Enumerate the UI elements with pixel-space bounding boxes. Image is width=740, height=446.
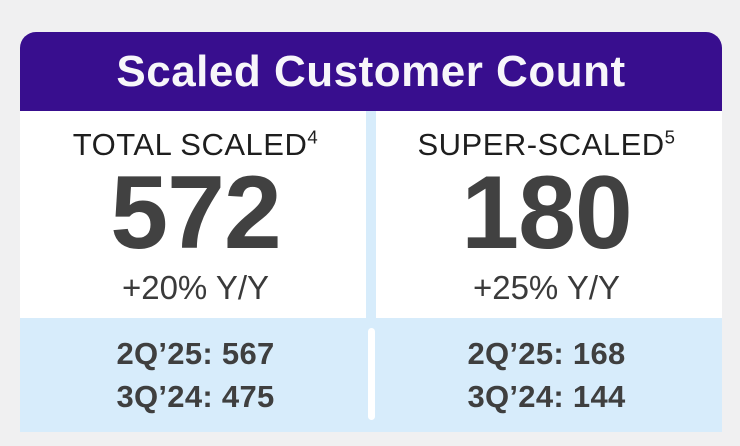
footnote-marker: 5 (664, 126, 676, 148)
metric-label-super-scaled: SUPER-SCALED5 (417, 127, 675, 163)
metric-label-total-scaled: TOTAL SCALED4 (73, 127, 318, 163)
metric-label-text: SUPER-SCALED (417, 127, 665, 162)
card-body: TOTAL SCALED4 572 +20% Y/Y SUPER-SCALED5… (20, 111, 722, 318)
metric-growth-super-scaled: +25% Y/Y (472, 269, 621, 307)
metric-value-super-scaled: 180 (461, 154, 633, 271)
metric-column-super-scaled: SUPER-SCALED5 180 +25% Y/Y (371, 111, 722, 318)
metric-value-total-scaled: 572 (110, 154, 282, 271)
history-column-super-scaled: 2Q’25: 168 3Q’24: 144 (371, 318, 722, 432)
scaled-customer-count-card: Scaled Customer Count TOTAL SCALED4 572 … (20, 32, 722, 432)
vertical-divider-footer (367, 328, 375, 420)
metric-column-total-scaled: TOTAL SCALED4 572 +20% Y/Y (20, 111, 371, 318)
page-title: Scaled Customer Count (116, 46, 626, 96)
metric-label-text: TOTAL SCALED (72, 127, 308, 162)
footnote-marker: 4 (307, 126, 319, 148)
history-line-year-ago: 3Q’24: 144 (467, 379, 626, 414)
history-line-year-ago: 3Q’24: 475 (116, 379, 275, 414)
metric-growth-total-scaled: +20% Y/Y (121, 269, 270, 307)
card-header: Scaled Customer Count (20, 32, 722, 111)
history-panel: 2Q’25: 567 3Q’24: 475 2Q’25: 168 3Q’24: … (20, 318, 722, 432)
history-column-total-scaled: 2Q’25: 567 3Q’24: 475 (20, 318, 371, 432)
history-line-prior-quarter: 2Q’25: 567 (116, 335, 275, 371)
vertical-divider (366, 111, 376, 318)
history-line-prior-quarter: 2Q’25: 168 (467, 335, 626, 371)
